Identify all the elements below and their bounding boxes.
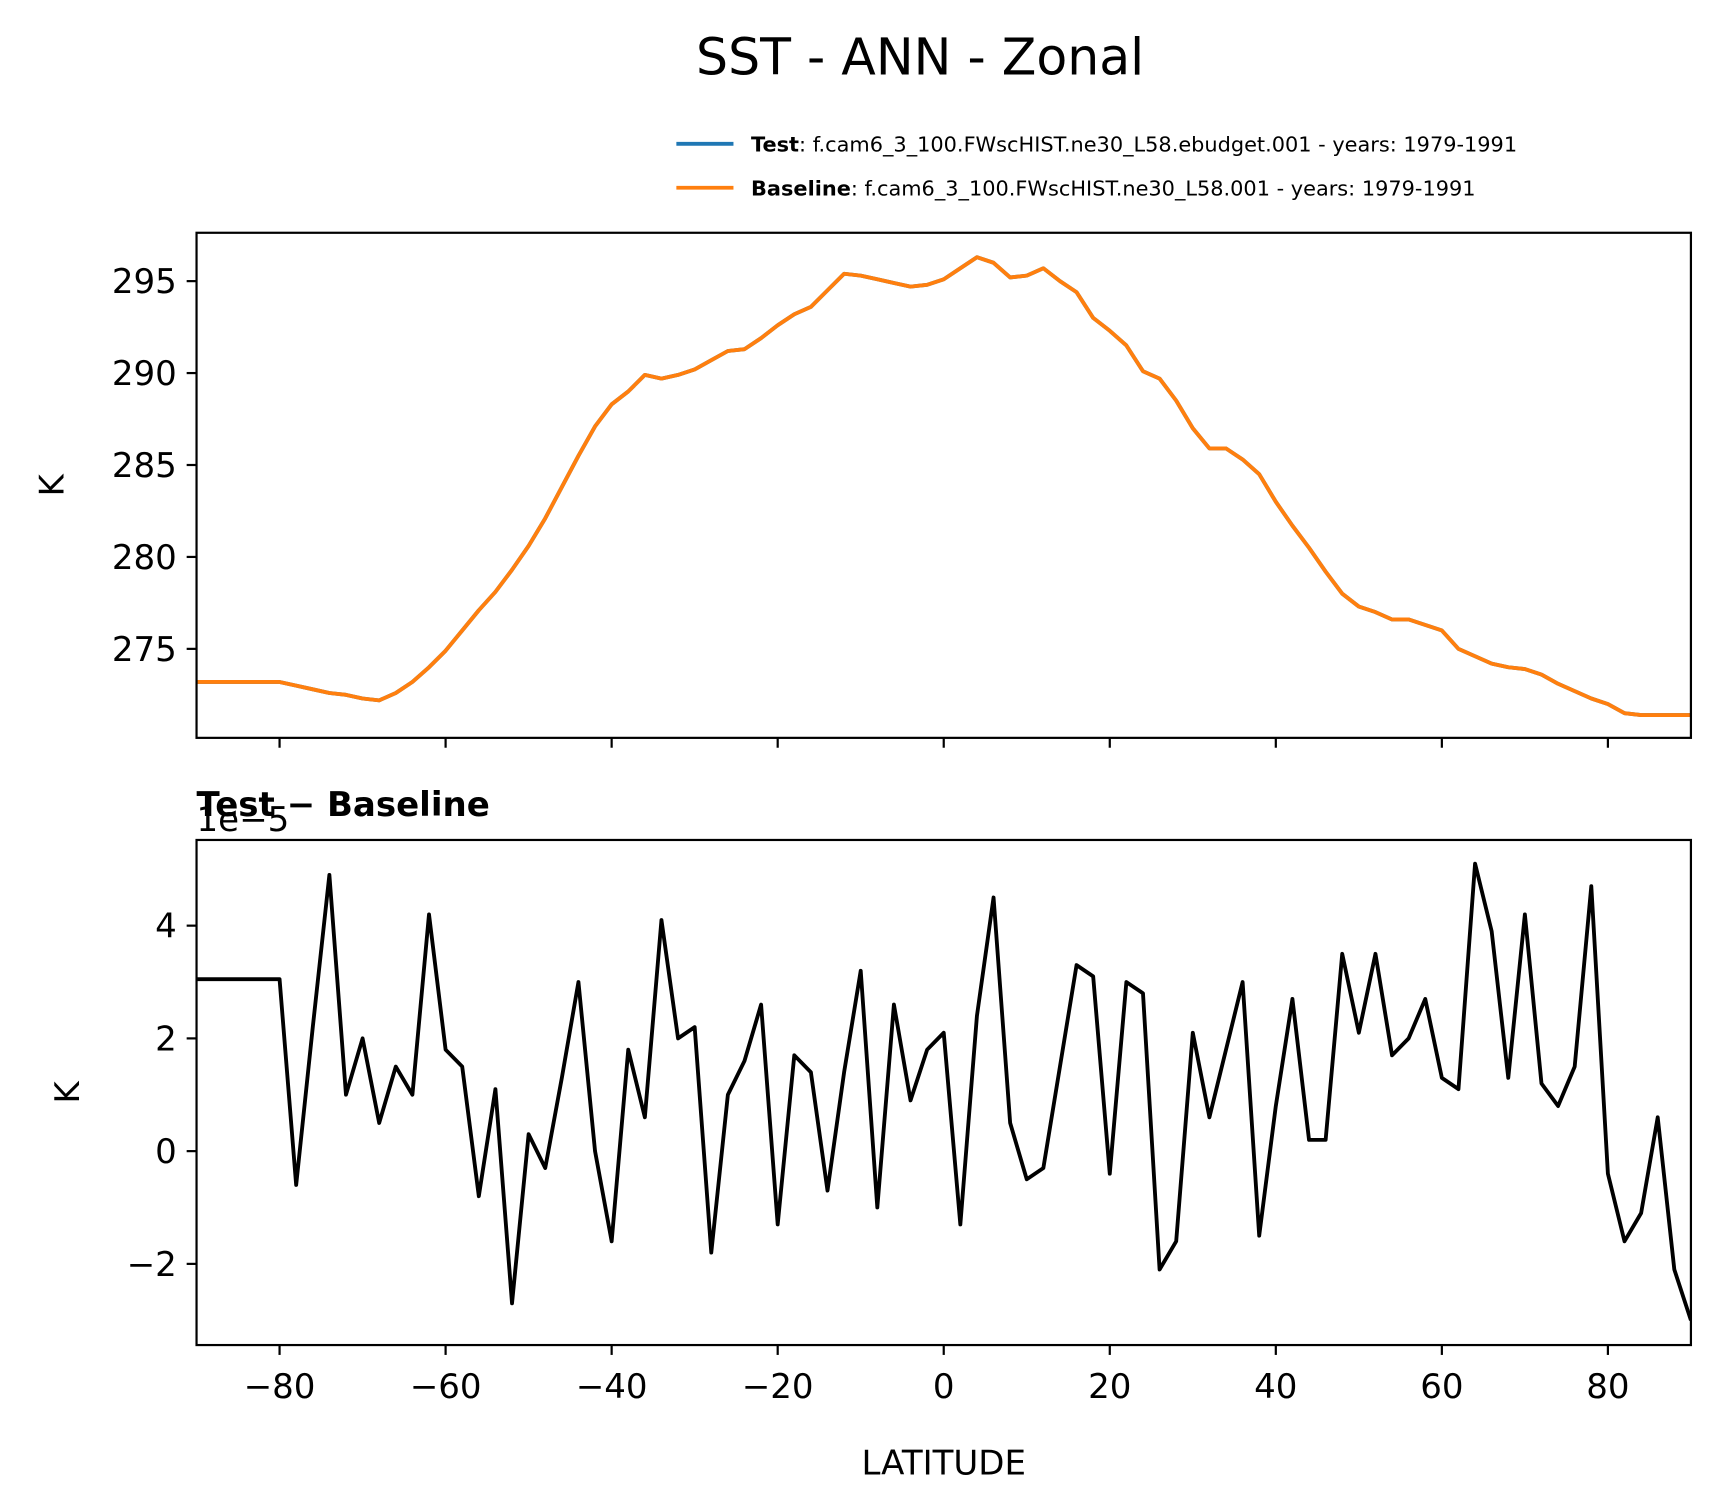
y-tick-label: 0 — [155, 1132, 177, 1172]
legend-entry: Baseline: f.cam6_3_100.FWscHIST.ne30_L58… — [751, 176, 1475, 201]
x-tick-label: 60 — [1420, 1367, 1463, 1407]
x-tick-label: −60 — [410, 1367, 482, 1407]
y-tick-label: −2 — [127, 1245, 177, 1285]
axes-title: Test − Baseline — [197, 785, 490, 825]
axes-frame — [195, 231, 1693, 739]
y-tick-label: 295 — [112, 262, 177, 302]
y-tick-label: 4 — [155, 907, 177, 947]
y-tick-label: 285 — [112, 446, 177, 486]
legend-entry: Test: f.cam6_3_100.FWscHIST.ne30_L58.ebu… — [751, 133, 1517, 158]
x-axis-label: LATITUDE — [861, 1444, 1026, 1484]
axes-frame — [195, 838, 1693, 1347]
legend-label: : f.cam6_3_100.FWscHIST.ne30_L58.ebudget… — [799, 133, 1517, 158]
x-tick-label: −20 — [742, 1367, 814, 1407]
y-tick-label: 280 — [112, 538, 177, 578]
figure-body: SST - ANN - Zonal 275280285290295KTest: … — [33, 28, 1693, 1484]
x-tick-label: 20 — [1088, 1367, 1131, 1407]
legend-name: Test — [751, 133, 799, 157]
legend-label: : f.cam6_3_100.FWscHIST.ne30_L58.001 - y… — [851, 176, 1476, 201]
y-axis-label: K — [33, 472, 73, 496]
y-tick-label: 290 — [112, 354, 177, 394]
x-tick-label: 0 — [933, 1367, 955, 1407]
data-line — [196, 255, 1691, 717]
data-line — [196, 255, 1691, 717]
x-tick-label: −80 — [244, 1367, 316, 1407]
legend-name: Baseline — [751, 176, 851, 200]
x-tick-label: 80 — [1586, 1367, 1629, 1407]
y-axis-label: K — [48, 1080, 88, 1104]
offset-label: 1e−5 — [197, 800, 290, 840]
data-line — [196, 861, 1691, 1321]
figure-title: SST - ANN - Zonal — [696, 28, 1144, 87]
x-tick-label: −40 — [576, 1367, 648, 1407]
x-tick-label: 40 — [1254, 1367, 1297, 1407]
y-tick-label: 275 — [112, 630, 177, 670]
y-tick-label: 2 — [155, 1019, 177, 1059]
